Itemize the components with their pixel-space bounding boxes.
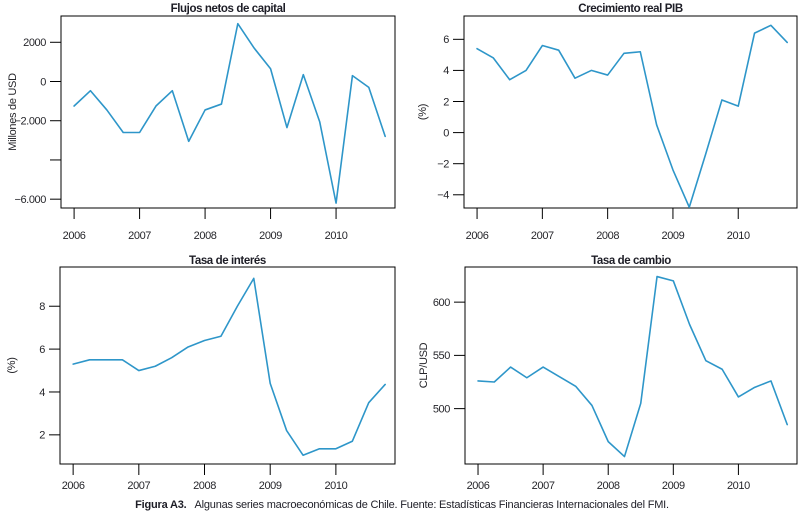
series-line: [72, 277, 386, 457]
x-tick-label: 2009: [662, 480, 685, 492]
x-tick-label: 2009: [259, 480, 282, 492]
chart-flujos-netos-de-capital: Flujos netos de capital 2000 0 −2.000 −6.000…: [7, 3, 396, 242]
series-line: [476, 24, 789, 209]
x-tick-label: 2009: [259, 230, 282, 242]
y-tick-label: 0: [40, 76, 46, 88]
series-line: [477, 275, 789, 458]
y-axis-label: Millones de USD: [7, 73, 19, 151]
y-tick-label: 6: [39, 344, 45, 356]
y-tick-label: 2: [39, 430, 45, 442]
y-tick-label: 600: [433, 297, 450, 309]
x-tick-label: 2010: [325, 230, 348, 242]
caption-text: Algunas series macroeconómicas de Chile.…: [194, 499, 669, 511]
y-axis-label: CLP/USD: [418, 342, 430, 388]
y-tick-label: −4: [437, 190, 449, 202]
charts-canvas: Flujos netos de capital 2000 0 −2.000 −6.000…: [6, 3, 798, 492]
x-tick-label: 2006: [466, 230, 489, 242]
y-tick-label: 4: [443, 65, 449, 77]
x-tick-label: 2008: [596, 230, 619, 242]
x-tick-label: 2008: [193, 480, 216, 492]
x-tick-label: 2007: [128, 230, 151, 242]
series-line: [73, 22, 386, 204]
plot-frame: [463, 15, 798, 209]
x-tick-label: 2009: [662, 230, 685, 242]
x-tick-label: 2010: [727, 480, 750, 492]
y-tick-label: 0: [443, 127, 449, 139]
y-tick-label: 6: [443, 34, 449, 46]
x-tick-label: 2006: [467, 480, 490, 492]
plot-frame: [59, 266, 396, 465]
x-tick-label: 2006: [63, 230, 86, 242]
x-tick-label: 2010: [727, 230, 750, 242]
x-tick-label: 2007: [532, 480, 555, 492]
y-tick-label: 2000: [23, 37, 46, 49]
chart-tasa-de-interes: Tasa de interés 8 6 4 2 2006 2007 2008 2009 2010 (…: [6, 255, 396, 492]
y-axis-label: (%): [6, 357, 18, 373]
chart-title: Tasa de cambio: [591, 255, 671, 267]
caption-label: Figura A3.: [135, 499, 187, 511]
y-tick-label: −2.000: [14, 116, 46, 128]
y-axis-label: (%): [417, 104, 429, 120]
y-tick-label: 8: [39, 301, 45, 313]
chart-crecimiento-real-pib: Crecimiento real PIB 6 4 2 0 −2 −4 2006 2007 2008…: [417, 3, 798, 242]
chart-tasa-de-cambio: Tasa de cambio 600 550 500 2006 2007 2008 2009 2…: [418, 255, 798, 492]
x-tick-label: 2008: [597, 480, 620, 492]
y-tick-label: 500: [433, 403, 450, 415]
y-tick-label: −6.000: [14, 194, 46, 206]
x-tick-label: 2007: [127, 480, 150, 492]
y-tick-label: 2: [443, 96, 449, 108]
y-tick-label: 550: [433, 350, 450, 362]
x-tick-label: 2008: [194, 230, 217, 242]
chart-title: Tasa de interés: [189, 255, 266, 267]
chart-title: Crecimiento real PIB: [578, 3, 683, 15]
figure-caption: Figura A3. Algunas series macroeconómicas…: [0, 499, 804, 511]
y-tick-label: −2: [437, 158, 449, 170]
chart-title: Flujos netos de capital: [171, 3, 286, 15]
x-tick-label: 2006: [62, 480, 85, 492]
y-tick-label: 4: [39, 387, 45, 399]
plot-frame: [60, 15, 396, 209]
plot-frame: [464, 266, 798, 465]
x-tick-label: 2010: [324, 480, 347, 492]
x-tick-label: 2007: [531, 230, 554, 242]
